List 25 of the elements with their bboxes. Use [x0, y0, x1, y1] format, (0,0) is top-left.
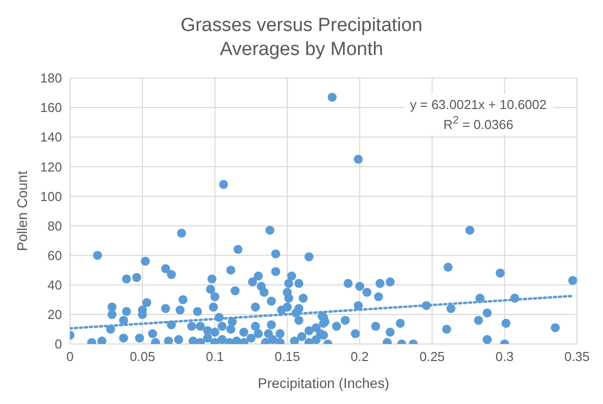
x-tick-label: 0.05 — [130, 349, 156, 364]
x-tick-label: 0 — [66, 349, 74, 364]
x-tick-label: 0.1 — [206, 349, 224, 364]
y-tick-label: 100 — [40, 188, 62, 204]
y-axis-title: Pollen Count — [14, 170, 30, 252]
annotation: y = 63.0021x + 10.6002 — [410, 97, 547, 112]
y-tick-label: 140 — [40, 130, 62, 145]
x-tick-label: 0.25 — [419, 349, 445, 364]
chart-title: Grasses versus Precipitation — [180, 14, 424, 38]
y-tick-label: 120 — [40, 159, 62, 174]
y-tick-label: 40 — [48, 278, 62, 293]
chart-subtitle: Averages by Month — [218, 38, 384, 62]
x-axis-title: Precipitation (Inches) — [258, 375, 390, 391]
annotation: R$^{2}$ = 0.0366 — [443, 115, 514, 132]
x-tick-label: 0.2 — [350, 349, 369, 364]
y-tick-label: 60 — [48, 248, 62, 263]
x-tick-label: 0.3 — [496, 349, 514, 364]
equation-box: y = 63.0021x + 10.6002 R$^{2}$ = 0.0366 — [404, 94, 553, 136]
y-tick-label: 180 — [40, 70, 62, 86]
y-tick-label: 160 — [40, 100, 62, 116]
y-tick-label: 0 — [54, 336, 62, 352]
x-tick-label: 0.35 — [564, 349, 590, 364]
y-tick-label: 80 — [48, 218, 62, 234]
x-tick-label: 0.15 — [274, 349, 300, 364]
y-tick-label: 20 — [48, 307, 62, 322]
